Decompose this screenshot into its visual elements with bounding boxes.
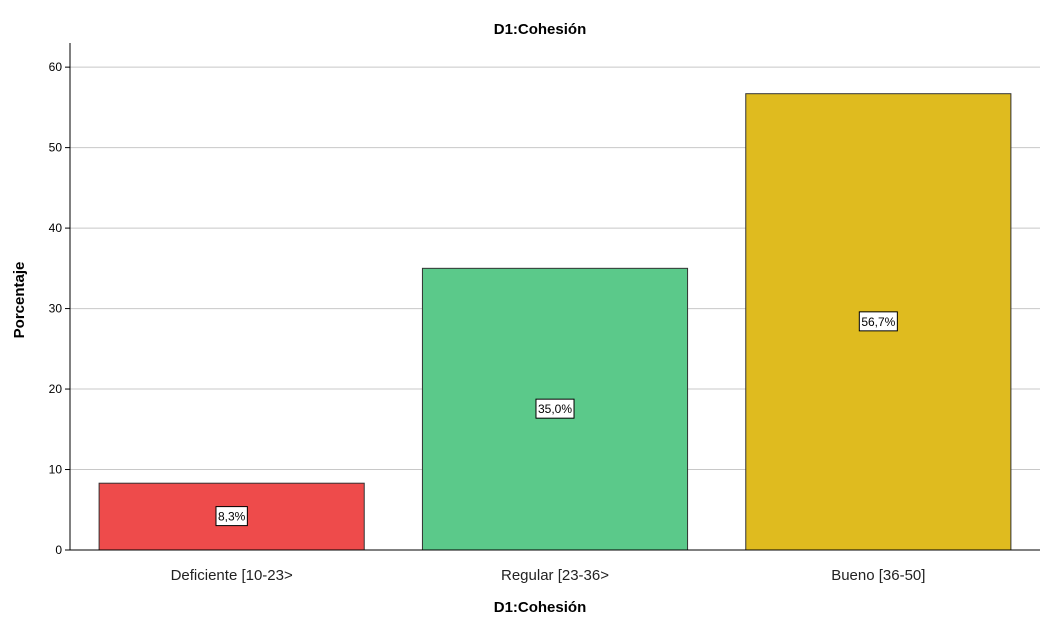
x-category-label: Regular [23-36> — [501, 567, 609, 584]
y-tick-label: 10 — [49, 463, 63, 477]
y-tick-label: 30 — [49, 302, 63, 316]
axes — [65, 43, 1040, 551]
data-label-group: 8,3% — [215, 506, 248, 527]
x-axis-title: D1:Cohesión — [494, 599, 587, 616]
labels: 0 10 20 30 40 50 60 Deficiente [10-23> 8,3% Regul… — [49, 60, 926, 584]
data-label: 8,3% — [218, 510, 246, 524]
y-tick-label: 60 — [49, 60, 63, 74]
data-label-box — [858, 311, 898, 332]
chart-title: D1:Cohesión — [494, 21, 587, 38]
x-category-label: Bueno [36-50] — [831, 567, 925, 584]
data-label-group: 56,7% — [858, 311, 898, 332]
y-axis-title: Porcentaje — [11, 262, 28, 339]
y-tick-label: 0 — [55, 543, 62, 557]
y-tick-label: 50 — [49, 141, 63, 155]
data-label-box — [215, 506, 248, 527]
data-label-group: 35,0% — [535, 398, 575, 419]
y-tick-label: 20 — [49, 382, 63, 396]
data-label: 35,0% — [538, 402, 572, 416]
data-label: 56,7% — [861, 315, 895, 329]
x-category-label: Deficiente [10-23> — [171, 567, 293, 584]
y-tick-label: 40 — [49, 221, 63, 235]
data-label-box — [535, 398, 575, 419]
